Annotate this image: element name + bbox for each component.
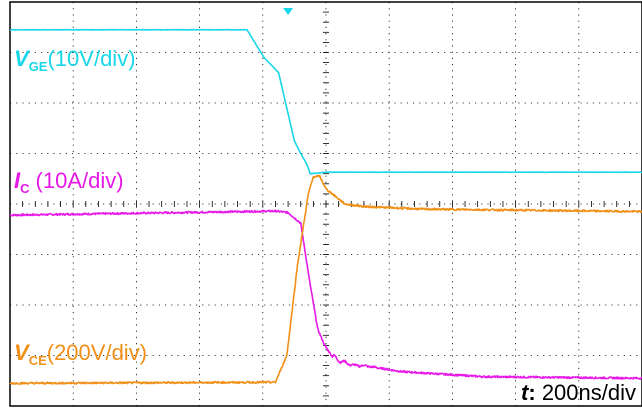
vce-label: VCE(200V/div) — [14, 340, 147, 368]
trace-vge — [9, 28, 642, 175]
trace-ic — [9, 209, 642, 380]
vge-label: VGE(10V/div) — [14, 46, 136, 74]
label-layer: VGE(10V/div) IC (10A/div) VCE(200V/div) t… — [14, 46, 636, 405]
trace-vce — [9, 174, 642, 385]
grid — [10, 2, 642, 406]
ic-label: IC (10A/div) — [14, 168, 124, 196]
trace-layer — [9, 8, 642, 385]
time-scale-label: t: 200ns/div — [521, 380, 636, 405]
trigger-marker — [283, 8, 294, 15]
